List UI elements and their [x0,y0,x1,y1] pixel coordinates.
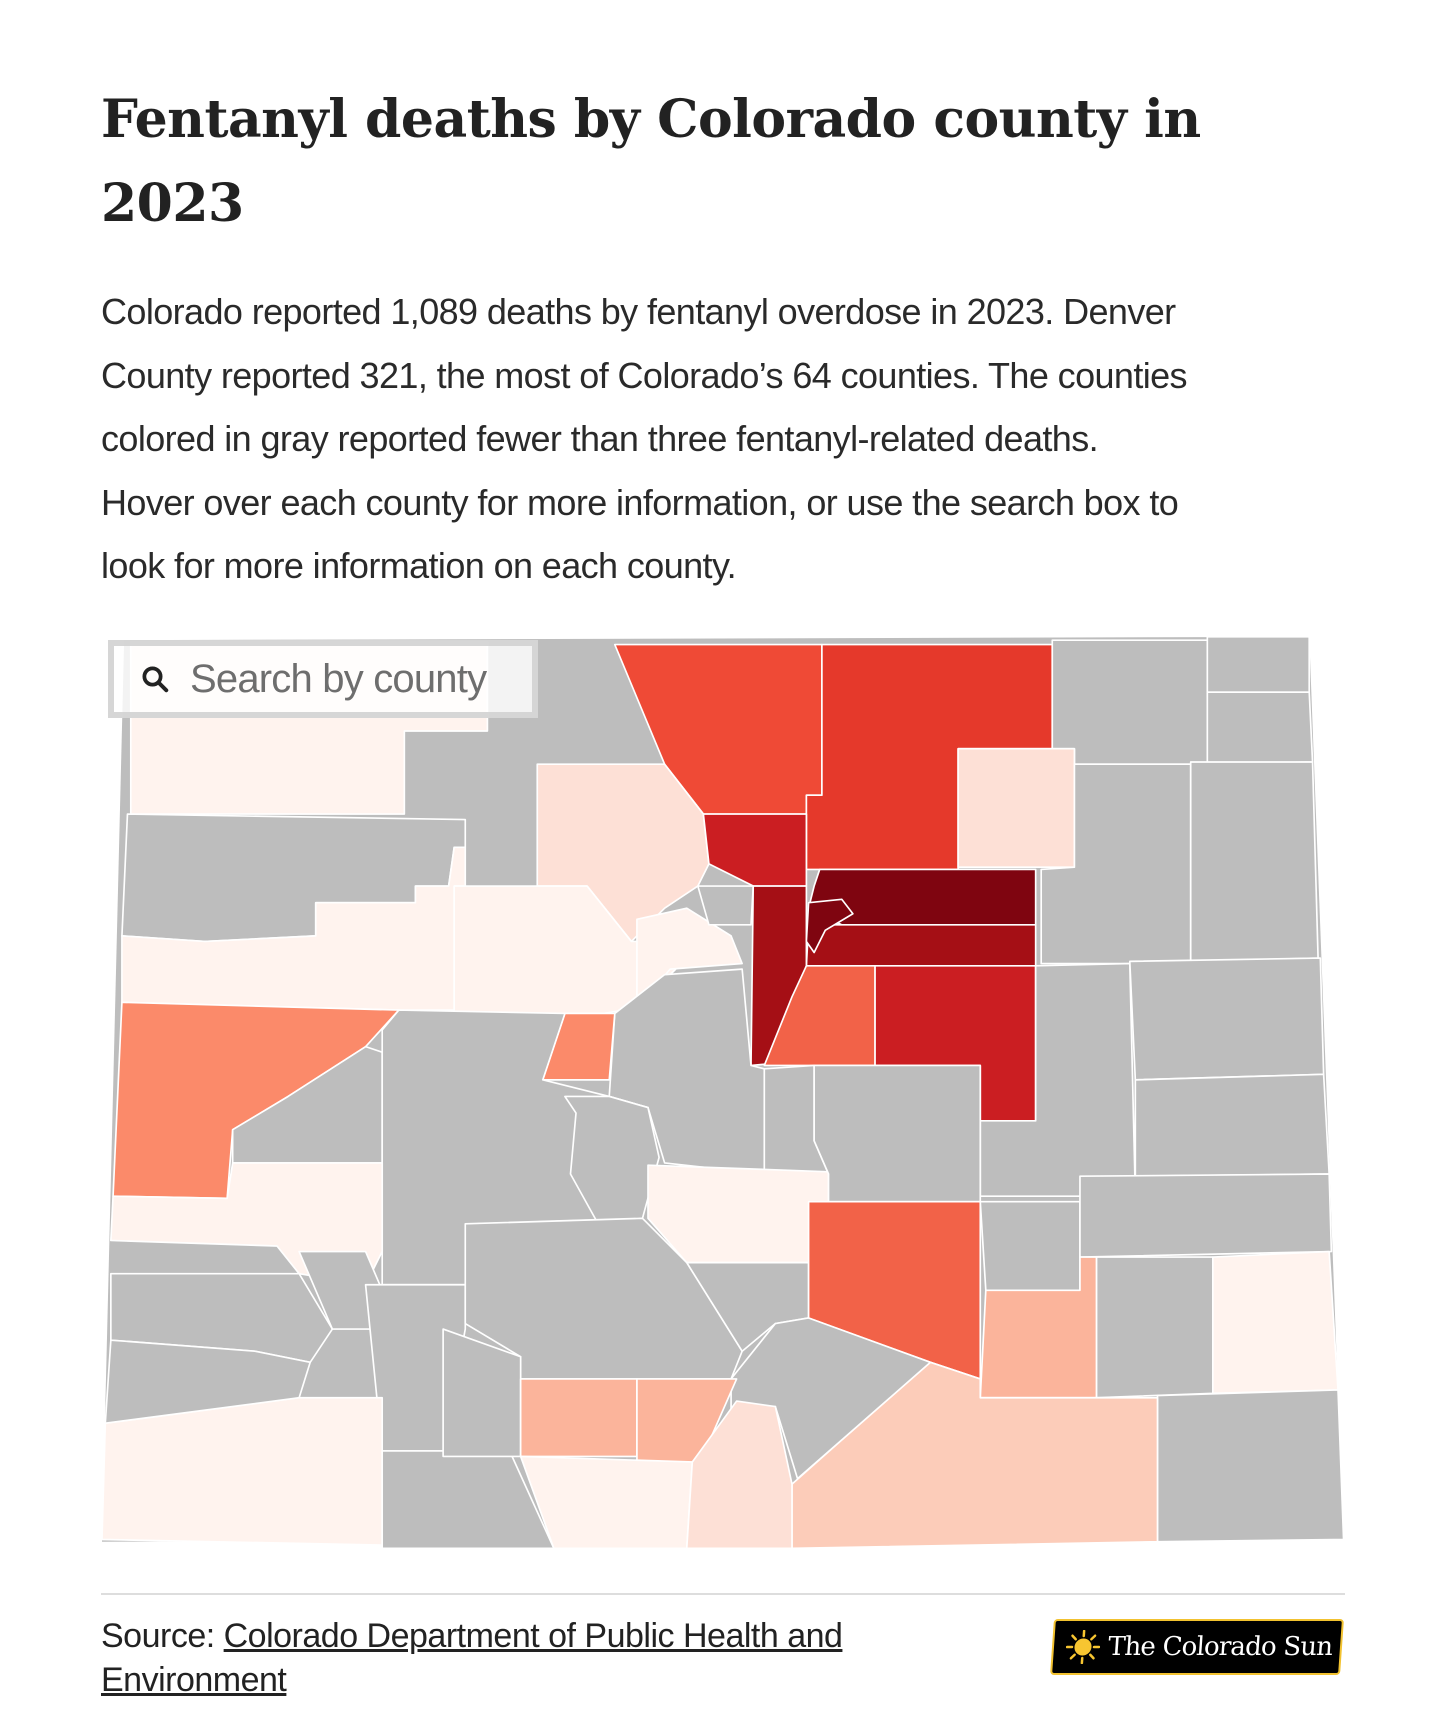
description: Colorado reported 1,089 deaths by fentan… [101,280,1381,598]
county-search-box[interactable] [108,640,538,718]
description-line: look for more information on each county… [101,545,737,586]
county-search-input[interactable] [190,656,520,702]
source-label: Source: [101,1617,224,1655]
county-shape[interactable] [1212,1250,1339,1395]
county-shape[interactable] [1051,639,1209,766]
county-shape[interactable] [1134,1073,1330,1178]
logo-text: The Colorado Sun [1106,1632,1334,1662]
county-shape[interactable] [1095,1256,1214,1399]
divider [101,1593,1345,1595]
county-shape[interactable] [979,1200,1081,1297]
page-title: Fentanyl deaths by Colorado county in 20… [101,89,1201,234]
description-line: Hover over each county for more informat… [101,481,1179,523]
county-shape[interactable] [1128,957,1325,1081]
county-shape[interactable] [1189,761,1319,963]
county-shape[interactable] [697,885,755,926]
county-shape[interactable] [101,1396,384,1546]
colorado-sun-logo[interactable]: The Colorado Sun [1050,1619,1344,1675]
county-shape[interactable] [519,1378,638,1458]
source-link[interactable]: Colorado Department of Public Health and… [101,1617,843,1699]
county-shape[interactable] [1206,636,1311,694]
county-shape[interactable] [1079,1173,1333,1258]
county-shape[interactable] [805,923,1037,967]
description-line: County reported 321, the most of Colorad… [101,354,1188,396]
county-shape[interactable] [957,747,1076,869]
description-line: colored in gray reported fewer than thre… [101,418,1099,459]
sun-icon [1065,1630,1101,1664]
source-note: Source: Colorado Department of Public He… [101,1614,901,1702]
county-shape[interactable] [647,1164,830,1264]
search-icon [142,666,169,693]
county-shape[interactable] [104,1339,312,1425]
county-shape[interactable] [1206,691,1314,766]
county-shape[interactable] [805,898,854,954]
county-shape[interactable] [813,1064,982,1203]
county-shape[interactable] [685,1400,793,1550]
description-line: Colorado reported 1,089 deaths by fentan… [101,291,1176,332]
county-shape[interactable] [1156,1389,1345,1543]
